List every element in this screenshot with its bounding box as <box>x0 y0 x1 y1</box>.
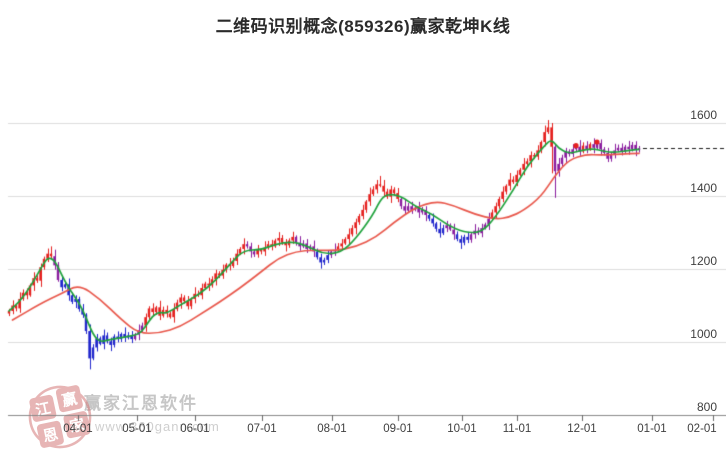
x-axis-label: 08-01 <box>317 423 347 435</box>
x-axis-label: 07-01 <box>247 423 277 435</box>
y-axis-label: 1000 <box>690 327 717 341</box>
x-axis-label: 05-01 <box>122 423 152 435</box>
x-axis-label: 11-01 <box>502 423 532 435</box>
chart-title: 二维码识别概念(859326)赢家乾坤K线 <box>215 17 511 36</box>
x-axis-label: 01-01 <box>637 423 667 435</box>
x-axis-label: 09-01 <box>383 423 413 435</box>
x-axis-label: 04-01 <box>63 423 93 435</box>
x-axis-label: 02-01 <box>687 423 717 435</box>
x-axis-label: 12-01 <box>567 423 597 435</box>
x-axis-label: 06-01 <box>180 423 210 435</box>
y-axis-label: 1400 <box>690 181 717 195</box>
y-axis-label: 1600 <box>690 108 717 122</box>
x-axis-label: 10-01 <box>447 423 477 435</box>
y-axis-label: 800 <box>696 400 717 414</box>
y-axis-label: 1200 <box>690 254 717 268</box>
